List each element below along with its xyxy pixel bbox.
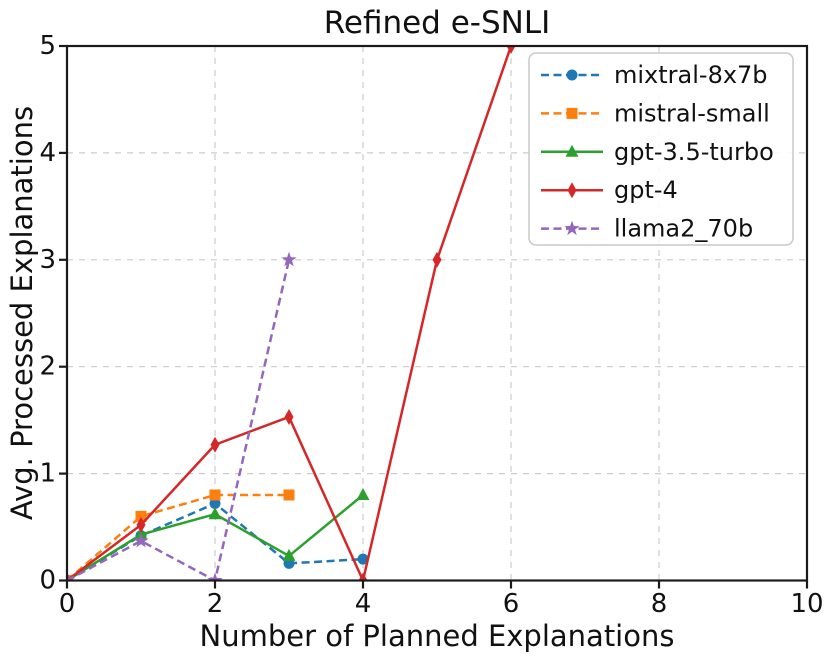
marker-thin-diamond bbox=[284, 408, 294, 425]
marker-triangle bbox=[356, 487, 370, 500]
marker-square bbox=[209, 489, 221, 501]
marker-star bbox=[67, 572, 75, 581]
marker-star bbox=[564, 220, 580, 236]
marker-square bbox=[135, 510, 147, 522]
legend-box bbox=[528, 52, 794, 246]
marker-square bbox=[566, 107, 578, 119]
legend: mixtral-8x7b mistral-small gpt-3.5-turbo gp… bbox=[528, 52, 794, 246]
x-axis-label: Number of Planned Explanations bbox=[200, 619, 675, 653]
chart-title: Refined e-SNLI bbox=[324, 5, 551, 41]
legend-item-mixtral-8x7b: mixtral-8x7b bbox=[541, 61, 768, 89]
marker-thin-diamond bbox=[358, 572, 368, 581]
legend-label: mixtral-8x7b bbox=[614, 61, 768, 89]
y-tick-label: 3 bbox=[39, 245, 56, 275]
marker-triangle bbox=[282, 548, 296, 561]
marker-star bbox=[207, 572, 223, 581]
y-tick-label: 2 bbox=[39, 352, 56, 382]
marker-thin-diamond bbox=[210, 436, 220, 453]
marker-square bbox=[283, 489, 295, 501]
x-tick-label: 4 bbox=[355, 589, 372, 619]
legend-item-gpt-3.5-turbo: gpt-3.5-turbo bbox=[541, 138, 774, 166]
plot-border bbox=[65, 44, 809, 582]
y-tick-label: 0 bbox=[39, 566, 56, 596]
series-markers-gpt-4 bbox=[67, 46, 516, 581]
y-axis-label: Avg. Processed Explanations bbox=[5, 106, 39, 520]
marker-circle bbox=[357, 553, 369, 565]
marker-triangle bbox=[565, 144, 579, 157]
x-tick-label: 0 bbox=[59, 589, 76, 619]
marker-star bbox=[133, 532, 149, 548]
x-tick-label: 2 bbox=[207, 589, 224, 619]
legend-label: gpt-3.5-turbo bbox=[614, 138, 774, 166]
x-tick-label: 8 bbox=[651, 589, 668, 619]
marker-star bbox=[281, 251, 297, 267]
data-series bbox=[67, 46, 516, 581]
axis-tick-labels: 0 2 4 6 8 10 0 1 2 3 4 5 bbox=[39, 31, 823, 619]
axis-ticks bbox=[59, 44, 809, 589]
y-tick-label: 1 bbox=[39, 459, 56, 489]
series-markers-mistral-small bbox=[67, 489, 295, 581]
y-tick-label: 4 bbox=[39, 138, 56, 168]
legend-label: llama2_70b bbox=[614, 215, 753, 243]
marker-thin-diamond bbox=[136, 516, 146, 533]
marker-thin-diamond bbox=[567, 182, 577, 199]
marker-circle bbox=[209, 498, 221, 510]
legend-item-llama2_70b: llama2_70b bbox=[541, 215, 753, 243]
x-tick-label: 10 bbox=[790, 589, 823, 619]
series-line-llama2_70b bbox=[67, 259, 291, 581]
marker-triangle bbox=[208, 507, 222, 520]
legend-item-gpt-4: gpt-4 bbox=[541, 176, 678, 204]
series-markers-llama2_70b bbox=[67, 251, 297, 581]
marker-circle bbox=[566, 69, 578, 81]
y-tick-label: 5 bbox=[39, 31, 56, 61]
marker-thin-diamond bbox=[506, 46, 516, 54]
legend-label: gpt-4 bbox=[614, 176, 678, 204]
x-tick-label: 6 bbox=[503, 589, 520, 619]
legend-item-mistral-small: mistral-small bbox=[541, 99, 770, 127]
marker-thin-diamond bbox=[432, 251, 442, 268]
legend-label: mistral-small bbox=[614, 99, 770, 127]
